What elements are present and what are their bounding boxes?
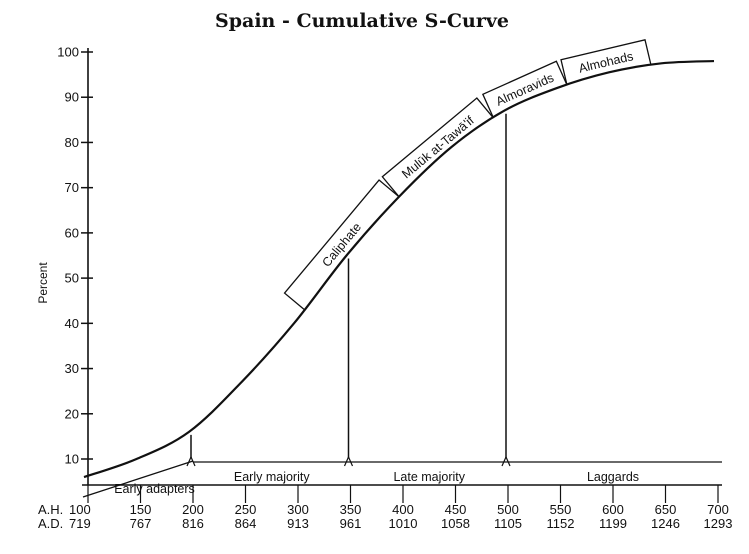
period-label: Mulūk at-Tawā'if: [399, 113, 477, 181]
y-tick-label: 60: [65, 225, 79, 240]
y-tick-label: 50: [65, 271, 79, 286]
x-tick-label-ah: 150: [130, 502, 152, 517]
x-tick-label-ah-first: 100: [69, 502, 91, 517]
x-tick-label-ad: 1246: [651, 516, 680, 531]
x-tick-label-ad: 913: [287, 516, 309, 531]
x-tick-label-ad: 1058: [441, 516, 470, 531]
y-axis-label: Percent: [36, 262, 50, 304]
lower-envelope-line: [82, 460, 194, 498]
band-label: Laggards: [587, 470, 639, 484]
x-tick-label-ad: 816: [182, 516, 204, 531]
x-tick-label-ah: 550: [550, 502, 572, 517]
period-label: Almoravids: [494, 71, 556, 109]
x-tick-label-ah: 400: [392, 502, 414, 517]
adopter-dividers: [186, 113, 511, 467]
series-line-cumulative: [83, 59, 715, 479]
x-tick-label-ad: 1293: [704, 516, 733, 531]
band-label: Early majority: [234, 470, 310, 484]
adopter-divider-brace: [343, 455, 354, 467]
x-tick-label-ah: 650: [655, 502, 677, 517]
y-tick-label: 80: [65, 135, 79, 150]
x-tick-label-ad: 864: [235, 516, 257, 531]
x-tick-label-ah: 500: [497, 502, 519, 517]
x-tick-label-ad: 1152: [547, 516, 575, 531]
x-tick-label-ad-first: 719: [69, 516, 91, 531]
x-tick-label-ah: 350: [340, 502, 362, 517]
band-label: Late majority: [393, 470, 465, 484]
y-tick-label: 70: [65, 180, 79, 195]
adopter-bands: Early adapters Early majority Late majorit…: [114, 461, 722, 496]
band-label: Early adapters: [114, 482, 195, 496]
x-tick-label-ah: 300: [287, 502, 309, 517]
x-tick-label-ad: 1105: [494, 516, 522, 531]
period-box: [283, 179, 400, 311]
y-tick-label: 90: [65, 90, 79, 105]
chart-title: Spain - Cumulative S-Curve: [215, 10, 509, 32]
period-box: [381, 97, 494, 198]
y-tick-label: 20: [65, 406, 79, 421]
x-axis-row-labels: A.H. A.D.: [38, 502, 63, 531]
y-axis-ticks: 10 20 30 40 50 60 70 80 90 100: [57, 45, 93, 467]
period-box: [560, 39, 652, 86]
x-tick-label-ad: 767: [130, 516, 152, 531]
x-tick-label-ad: 1010: [389, 516, 418, 531]
x-tick-label-ad: 961: [340, 516, 362, 531]
period-box: [481, 60, 568, 119]
x-tick-label-ah: 200: [182, 502, 204, 517]
x-tick-label-ad: 1199: [599, 516, 627, 531]
x-tick-label-ah: 600: [602, 502, 624, 517]
x-tick-label-ah: 450: [445, 502, 467, 517]
ad-row-label: A.D.: [38, 516, 63, 531]
ah-row-label: A.H.: [38, 502, 63, 517]
y-tick-label: 10: [65, 452, 79, 467]
y-tick-label: 100: [57, 45, 79, 60]
x-tick-label-ah: 700: [707, 502, 729, 517]
y-tick-label: 40: [65, 316, 79, 331]
adopter-divider-brace: [501, 455, 511, 467]
x-tick-label-ah: 250: [235, 502, 257, 517]
y-tick-label: 30: [65, 361, 79, 376]
